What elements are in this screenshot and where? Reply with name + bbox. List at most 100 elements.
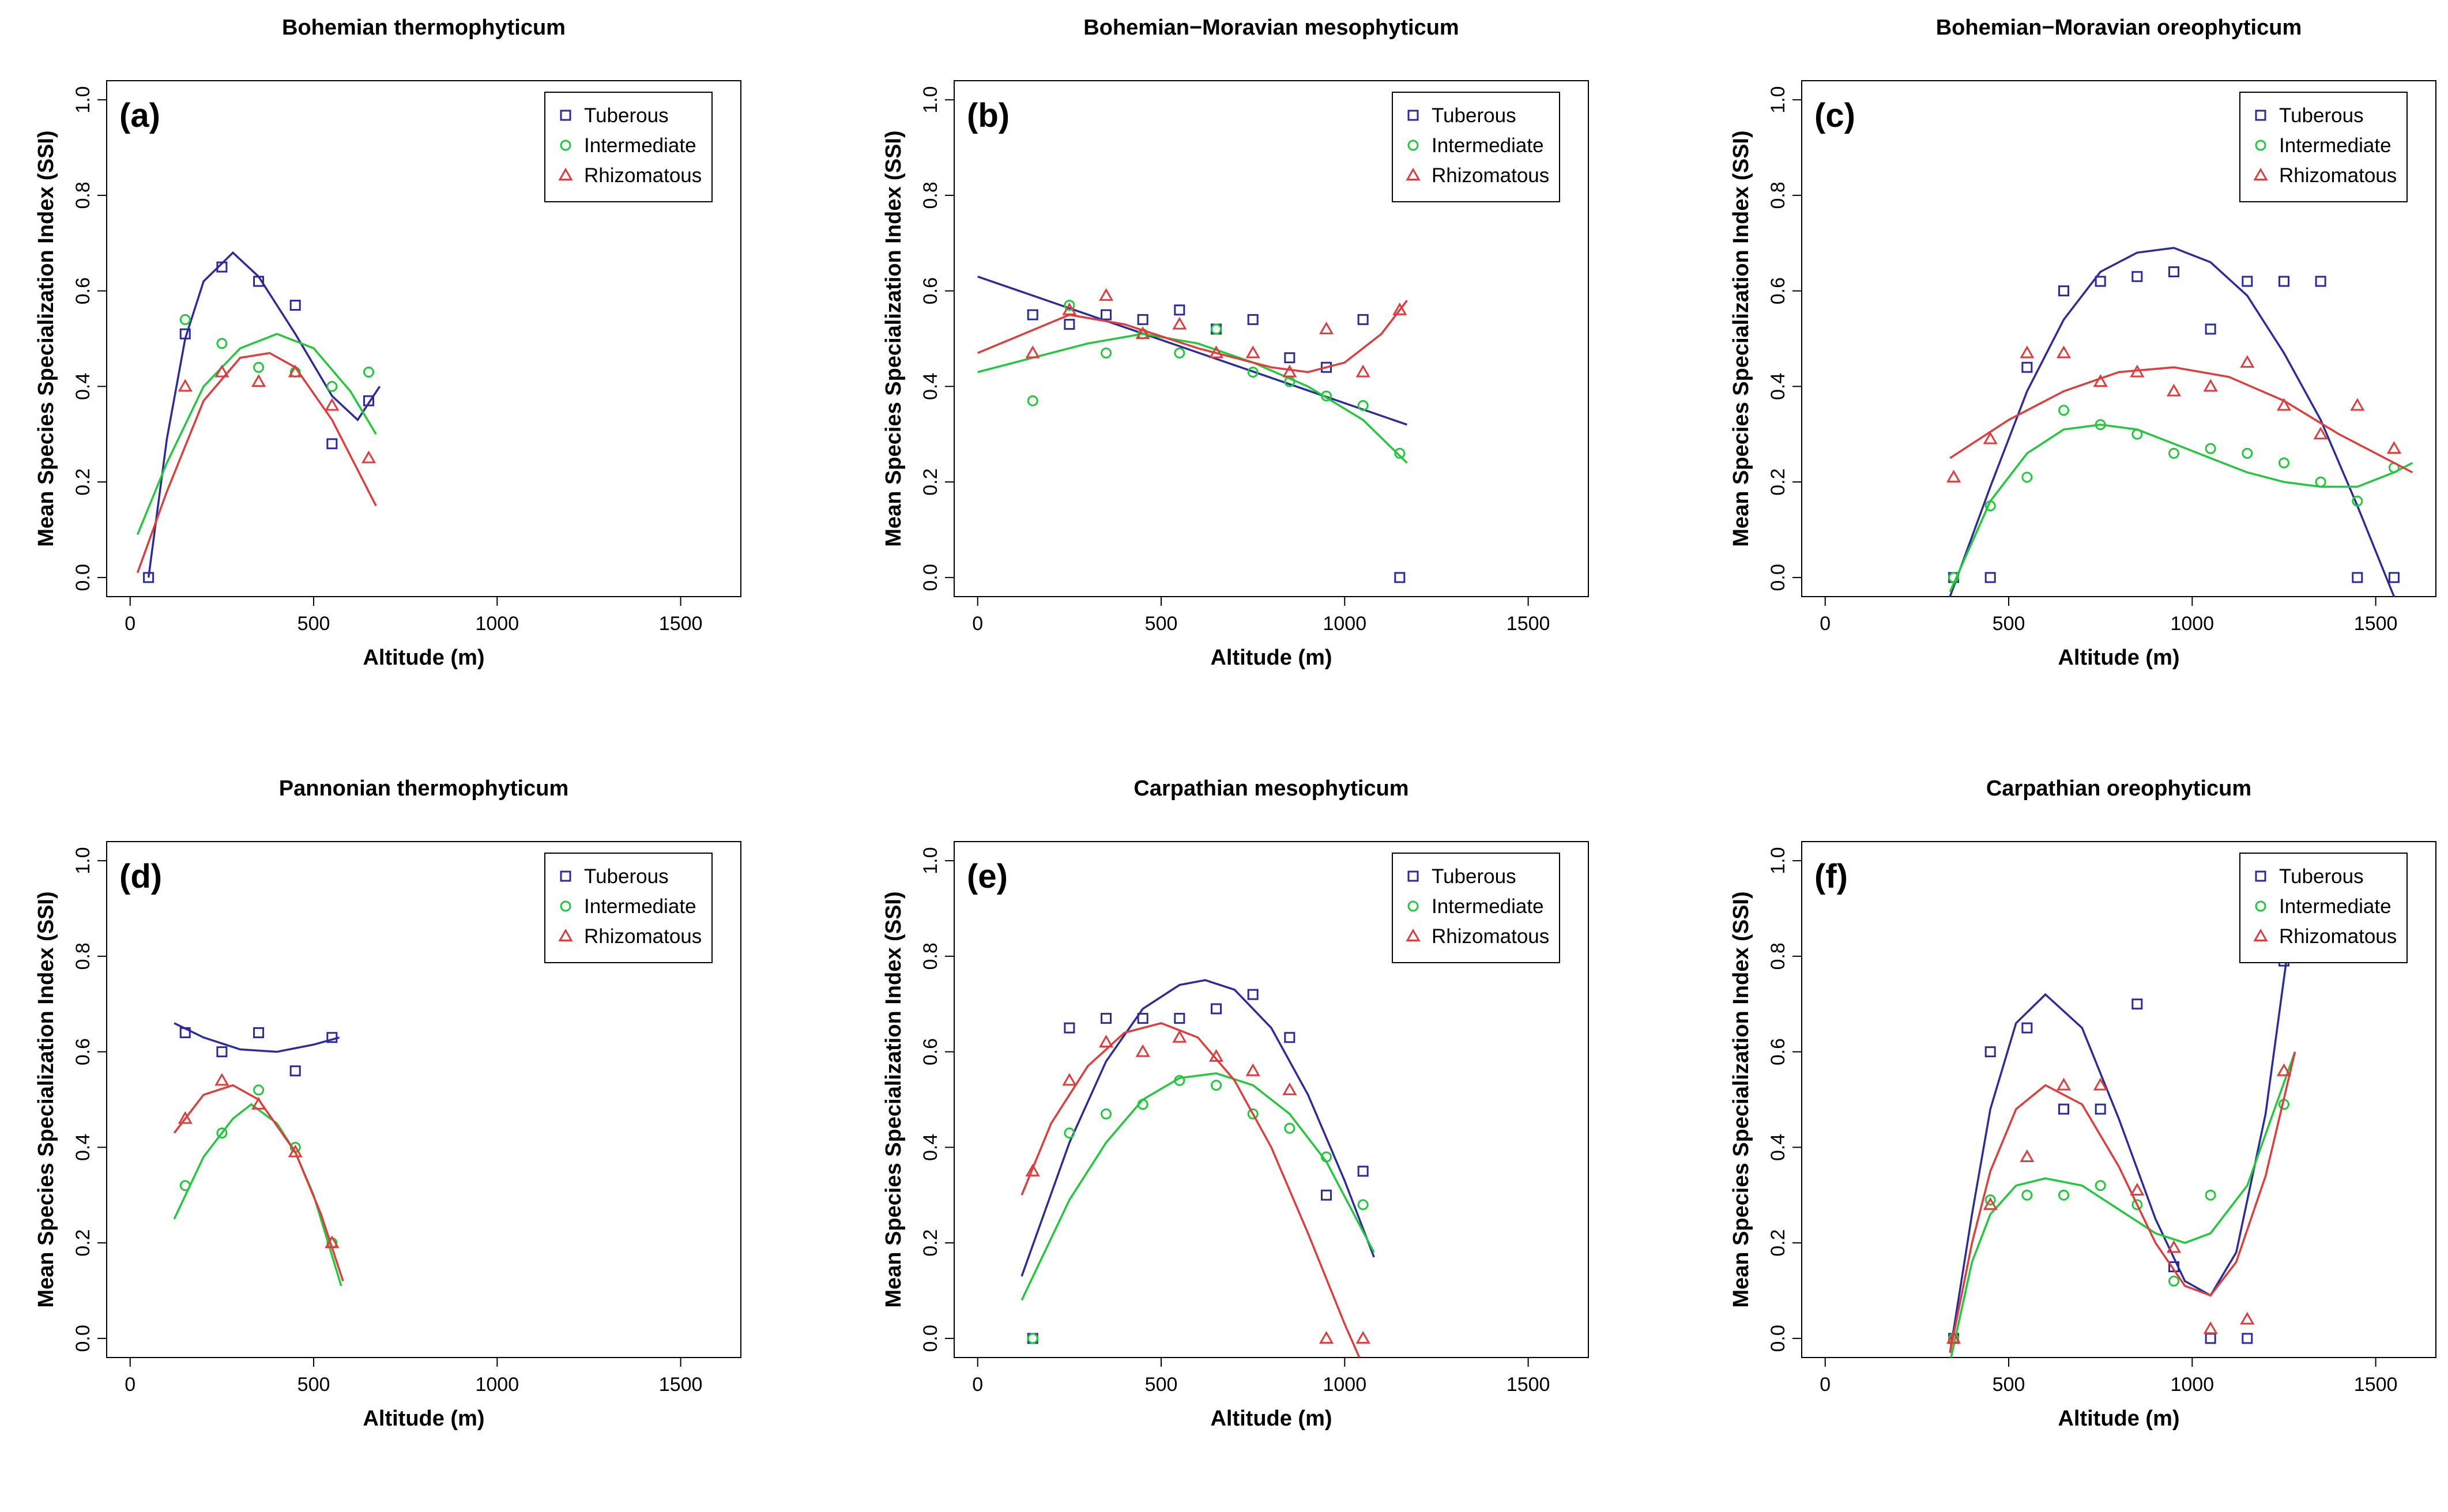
legend-marker-tuberous [560, 870, 571, 882]
data-point-rhizomatous [2130, 1182, 2145, 1196]
data-point-rhizomatous [1392, 302, 1407, 315]
data-point-rhizomatous [325, 1235, 340, 1249]
data-point-rhizomatous [1172, 316, 1187, 330]
panel-title: Carpathian oreophyticum [1986, 776, 2251, 801]
data-point-intermediate [1320, 1151, 1332, 1163]
y-tick-label: 1.0 [920, 847, 941, 874]
data-point-tuberous [2242, 1333, 2253, 1344]
x-tick-label: 500 [1993, 1374, 2025, 1396]
panel-label: (f) [1814, 858, 1848, 895]
x-axis-label: Altitude (m) [363, 646, 484, 670]
plot-box [106, 841, 741, 1358]
y-tick-label: 0.0 [920, 1325, 941, 1352]
legend-marker-tuberous [1407, 870, 1419, 882]
data-point-tuberous [1064, 319, 1075, 330]
data-point-rhizomatous [2386, 441, 2402, 454]
plot-box [954, 841, 1589, 1358]
data-point-intermediate [2021, 1189, 2033, 1201]
data-point-tuberous [2021, 1022, 2033, 1034]
data-point-tuberous [216, 1046, 228, 1058]
x-tick-label: 0 [972, 613, 983, 635]
data-point-rhizomatous [1319, 321, 1334, 334]
y-tick-label: 0.0 [1767, 564, 1789, 591]
x-tick-label: 1000 [475, 613, 519, 635]
legend-marker-tuberous [2255, 110, 2266, 121]
data-point-tuberous [1137, 314, 1148, 325]
panel-label: (c) [1814, 97, 1855, 134]
y-tick-label: 0.0 [72, 564, 94, 591]
fit-curve-rhizomatous [173, 1084, 344, 1281]
x-axis-label: Altitude (m) [1210, 1407, 1332, 1431]
fit-curve-rhizomatous [136, 352, 377, 574]
data-point-tuberous [1174, 304, 1185, 316]
fit-curve-rhizomatous [1949, 366, 2413, 474]
fit-curve-tuberous [1949, 247, 2396, 597]
plot-box [106, 80, 741, 597]
plot-box [1801, 841, 2436, 1358]
data-point-tuberous [2095, 1103, 2106, 1115]
data-point-tuberous [1027, 309, 1038, 321]
fit-curve-intermediate [1950, 1051, 2296, 1358]
legend-marker-rhizomatous [558, 167, 573, 180]
y-tick-label: 0.0 [72, 1325, 94, 1352]
data-point-rhizomatous [1135, 1044, 1150, 1057]
data-point-tuberous [1284, 1032, 1295, 1043]
data-point-rhizomatous [1062, 302, 1077, 315]
data-point-rhizomatous [288, 364, 303, 378]
fit-curve-tuberous [1020, 979, 1375, 1277]
data-point-rhizomatous [2276, 398, 2292, 411]
data-point-intermediate [2131, 428, 2143, 440]
data-point-tuberous [2058, 285, 2070, 297]
y-axis-label: Mean Species Specialization Index (SSI) [882, 891, 906, 1307]
y-tick-label: 0.4 [72, 1134, 94, 1161]
data-point-tuberous [326, 1032, 338, 1043]
data-point-tuberous [2278, 276, 2289, 287]
y-tick-label: 0.8 [1767, 942, 1789, 970]
x-tick-label: 500 [1993, 613, 2025, 635]
legend [2239, 853, 2408, 963]
data-point-rhizomatous [1319, 1330, 1334, 1344]
y-tick-label: 0.0 [1767, 1325, 1789, 1352]
legend-label-rhizomatous: Rhizomatous [584, 164, 702, 187]
panel-title: Carpathian mesophyticum [1133, 776, 1408, 801]
data-point-rhizomatous [1062, 1073, 1077, 1086]
x-tick-label: 0 [1820, 1374, 1831, 1396]
x-tick-label: 1000 [475, 1374, 519, 1396]
y-tick-label: 0.4 [1767, 1134, 1789, 1161]
panel-c: Bohemian−Moravian oreophyticum 0 500 1000 15… [1729, 16, 2436, 670]
data-point-intermediate [1320, 390, 1332, 402]
data-point-rhizomatous [2093, 374, 2108, 387]
fit-curve-rhizomatous [1949, 1051, 2296, 1353]
data-point-rhizomatous [1355, 364, 1370, 378]
data-point-tuberous [1284, 352, 1295, 364]
data-point-intermediate [2131, 1199, 2143, 1211]
x-tick-label: 0 [1820, 613, 1831, 635]
y-tick-label: 1.0 [72, 847, 94, 874]
data-point-rhizomatous [1208, 345, 1224, 359]
data-point-tuberous [253, 1027, 265, 1038]
data-point-rhizomatous [2166, 1240, 2182, 1253]
data-point-tuberous [1101, 309, 1112, 321]
legend-label-tuberous: Tuberous [2279, 104, 2364, 127]
y-tick-label: 0.6 [920, 277, 941, 304]
data-point-intermediate [2058, 1189, 2070, 1201]
data-point-rhizomatous [1983, 1197, 1998, 1210]
data-point-intermediate [1948, 572, 1960, 583]
y-tick-label: 0.4 [1767, 373, 1789, 400]
data-point-intermediate [2095, 1180, 2106, 1191]
y-tick-label: 0.0 [920, 564, 941, 591]
plot-box [1801, 80, 2436, 597]
y-tick-label: 0.8 [72, 942, 94, 970]
y-axis-label: Mean Species Specialization Index (SSI) [882, 130, 906, 546]
data-point-intermediate [326, 380, 338, 392]
y-tick-label: 0.8 [920, 942, 941, 970]
data-point-rhizomatous [1098, 1035, 1114, 1048]
data-point-intermediate [2352, 495, 2363, 507]
data-point-rhizomatous [361, 450, 376, 463]
panel-label: (a) [119, 97, 160, 134]
data-point-tuberous [2095, 276, 2106, 287]
fit-curve-rhizomatous [977, 300, 1408, 374]
data-point-tuberous [2315, 276, 2326, 287]
data-point-tuberous [2131, 271, 2143, 282]
y-tick-label: 0.6 [1767, 277, 1789, 304]
